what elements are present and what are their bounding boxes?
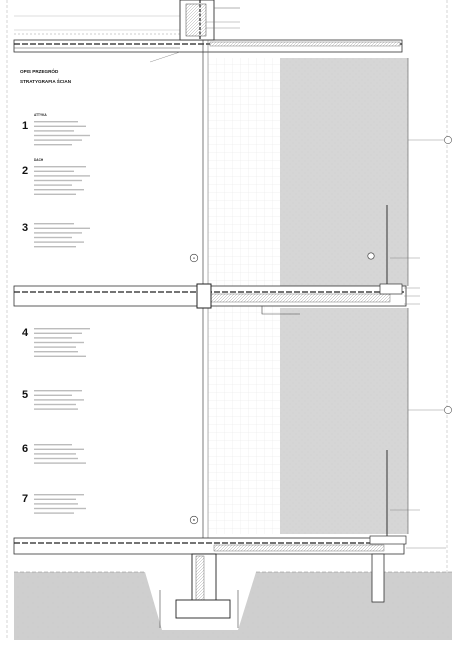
layer-number: 7 — [22, 493, 28, 505]
layer-line-placeholder — [34, 328, 90, 330]
layer-line-placeholder — [34, 184, 72, 186]
grid-marker-b-label: B — [193, 518, 195, 522]
wall-panel-upper — [280, 58, 409, 292]
layer-line-placeholder — [34, 337, 72, 339]
layer-entry-5: 5 — [22, 389, 84, 410]
layer-line-placeholder — [34, 144, 72, 146]
detail-marker — [367, 252, 375, 260]
layer-line-placeholder — [34, 457, 78, 460]
layer-line-placeholder — [34, 408, 78, 410]
layer-line-placeholder — [34, 139, 82, 141]
layer-line-placeholder — [34, 399, 84, 401]
right-marker-upper — [444, 136, 452, 144]
layer-line-placeholder — [34, 332, 82, 334]
layer-line-placeholder — [34, 390, 82, 392]
layer-number: 4 — [22, 327, 29, 339]
layer-line-placeholder — [34, 246, 76, 248]
drawing-frame — [6, 0, 448, 640]
layer-heading: DACH — [34, 158, 44, 162]
legend-title-line2: STRATYGRAFIA ŚCIAN — [20, 78, 72, 84]
layer-heading: ATTYKA — [34, 113, 47, 117]
layer-number: 5 — [22, 389, 28, 401]
grid-marker-b: B — [189, 515, 199, 525]
layer-line-placeholder — [34, 444, 72, 446]
layer-number: 6 — [22, 443, 28, 455]
layer-line-placeholder — [34, 232, 82, 234]
wall-section — [202, 40, 209, 600]
layer-entry-2: 2 DACH — [22, 158, 90, 195]
layer-entry-4: 4 — [22, 327, 90, 357]
layer-entry-3: 3 — [22, 222, 90, 248]
layer-line-placeholder — [34, 507, 86, 510]
attic-parapet — [179, 0, 240, 41]
wall-panel-lower — [280, 308, 409, 538]
layer-line-placeholder — [34, 193, 76, 195]
right-marker-lower — [444, 406, 452, 414]
layer-line-placeholder — [34, 453, 76, 455]
layer-line-placeholder — [34, 189, 84, 191]
layer-line-placeholder — [34, 403, 76, 406]
layer-line-placeholder — [34, 503, 78, 505]
grid-marker-a: A — [189, 253, 199, 263]
layer-line-placeholder — [34, 121, 78, 123]
layer-line-placeholder — [34, 227, 90, 229]
layer-line-placeholder — [34, 355, 86, 357]
layer-line-placeholder — [34, 134, 90, 137]
layer-entry-6: 6 — [22, 443, 86, 464]
wall-tiling — [208, 58, 280, 534]
layer-line-placeholder — [34, 170, 74, 172]
layer-line-placeholder — [34, 512, 74, 514]
ground-soil — [14, 571, 452, 640]
leader-lines — [149, 21, 446, 549]
layer-line-placeholder — [34, 236, 72, 239]
grid-marker-a-label: A — [193, 256, 195, 260]
layer-line-placeholder — [34, 494, 84, 496]
layer-line-placeholder — [34, 351, 78, 353]
floor-slab-ground — [13, 535, 407, 555]
layer-number: 3 — [22, 222, 28, 234]
layer-line-placeholder — [34, 223, 74, 225]
layer-line-placeholder — [34, 166, 86, 168]
layer-legend: 1 ATTYKA 2 DACH 3 4 5 6 7 — [22, 113, 90, 514]
layer-line-placeholder — [34, 341, 84, 344]
layer-line-placeholder — [34, 241, 84, 243]
layer-line-placeholder — [34, 346, 76, 348]
layer-entry-1: 1 ATTYKA — [22, 113, 90, 146]
layer-line-placeholder — [34, 179, 82, 182]
layer-line-placeholder — [34, 125, 86, 127]
layer-entry-7: 7 — [22, 493, 86, 514]
legend-title: OPIS PRZEGRÓD STRATYGRAFIA ŚCIAN — [20, 67, 72, 84]
layer-line-placeholder — [34, 175, 90, 177]
legend-title-line1: OPIS PRZEGRÓD — [20, 67, 59, 74]
layer-number: 1 — [22, 120, 28, 132]
foundation-footing — [159, 553, 385, 628]
layer-line-placeholder — [34, 394, 72, 396]
layer-line-placeholder — [34, 498, 76, 500]
layer-line-placeholder — [34, 448, 84, 450]
layer-line-placeholder — [34, 130, 74, 132]
layer-number: 2 — [22, 165, 28, 177]
layer-line-placeholder — [34, 462, 86, 464]
